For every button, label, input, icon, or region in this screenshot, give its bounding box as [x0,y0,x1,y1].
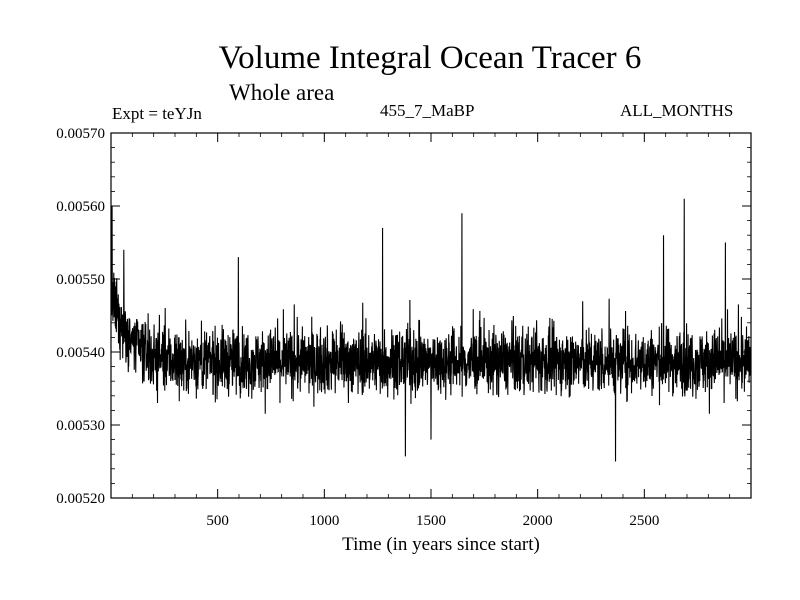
y-tick-label: 0.00570 [56,126,105,142]
experiment-label: Expt = teYJn [112,104,202,123]
series-line [110,198,752,462]
x-tick-label: 2500 [629,513,659,529]
ticks-layer: 0.00520 0.00530 0.00540 0.00550 0.00560 0.005… [56,126,751,529]
period-label: 455_7_MaBP [380,101,475,120]
y-tick-label: 0.00550 [56,272,105,288]
y-tick-label: 0.00540 [56,345,105,361]
x-tick-label: 500 [206,513,229,529]
x-tick-label: 1500 [416,513,446,529]
x-tick-label: 1000 [309,513,339,529]
y-tick-label: 0.00530 [56,418,105,434]
series-layer [110,198,752,462]
chart-title: Volume Integral Ocean Tracer 6 [218,40,642,76]
y-tick-label: 0.00560 [56,199,105,215]
months-label: ALL_MONTHS [620,101,734,120]
chart-subtitle: Whole area [229,80,335,105]
plot-frame [110,132,752,499]
x-axis-label: Time (in years since start) [342,534,540,555]
x-tick-label: 2000 [523,513,553,529]
y-tick-label: 0.00520 [56,491,105,507]
